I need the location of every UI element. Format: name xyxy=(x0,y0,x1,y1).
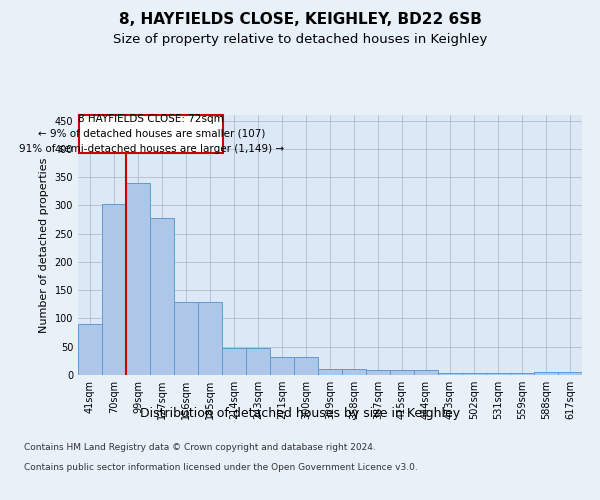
Text: 8 HAYFIELDS CLOSE: 72sqm
← 9% of detached houses are smaller (107)
91% of semi-d: 8 HAYFIELDS CLOSE: 72sqm ← 9% of detache… xyxy=(19,114,284,154)
Bar xyxy=(270,357,294,375)
Bar xyxy=(438,372,462,375)
Text: 8, HAYFIELDS CLOSE, KEIGHLEY, BD22 6SB: 8, HAYFIELDS CLOSE, KEIGHLEY, BD22 6SB xyxy=(119,12,481,28)
Bar xyxy=(294,357,318,375)
Bar xyxy=(462,372,486,375)
FancyBboxPatch shape xyxy=(79,115,223,153)
Bar xyxy=(150,218,174,375)
Bar xyxy=(366,370,390,375)
Bar xyxy=(342,370,366,375)
Bar xyxy=(222,348,246,375)
Y-axis label: Number of detached properties: Number of detached properties xyxy=(39,158,49,332)
Bar xyxy=(486,372,510,375)
Bar xyxy=(414,370,438,375)
Text: Size of property relative to detached houses in Keighley: Size of property relative to detached ho… xyxy=(113,32,487,46)
Bar xyxy=(390,370,414,375)
Bar xyxy=(558,372,582,375)
Bar xyxy=(174,302,198,375)
Bar xyxy=(102,204,126,375)
Bar xyxy=(126,183,150,375)
Bar xyxy=(510,372,534,375)
Text: Contains public sector information licensed under the Open Government Licence v3: Contains public sector information licen… xyxy=(24,462,418,471)
Text: Contains HM Land Registry data © Crown copyright and database right 2024.: Contains HM Land Registry data © Crown c… xyxy=(24,442,376,452)
Text: Distribution of detached houses by size in Keighley: Distribution of detached houses by size … xyxy=(140,408,460,420)
Bar xyxy=(198,302,222,375)
Bar xyxy=(318,370,342,375)
Bar xyxy=(534,372,558,375)
Bar xyxy=(246,348,270,375)
Bar xyxy=(78,324,102,375)
